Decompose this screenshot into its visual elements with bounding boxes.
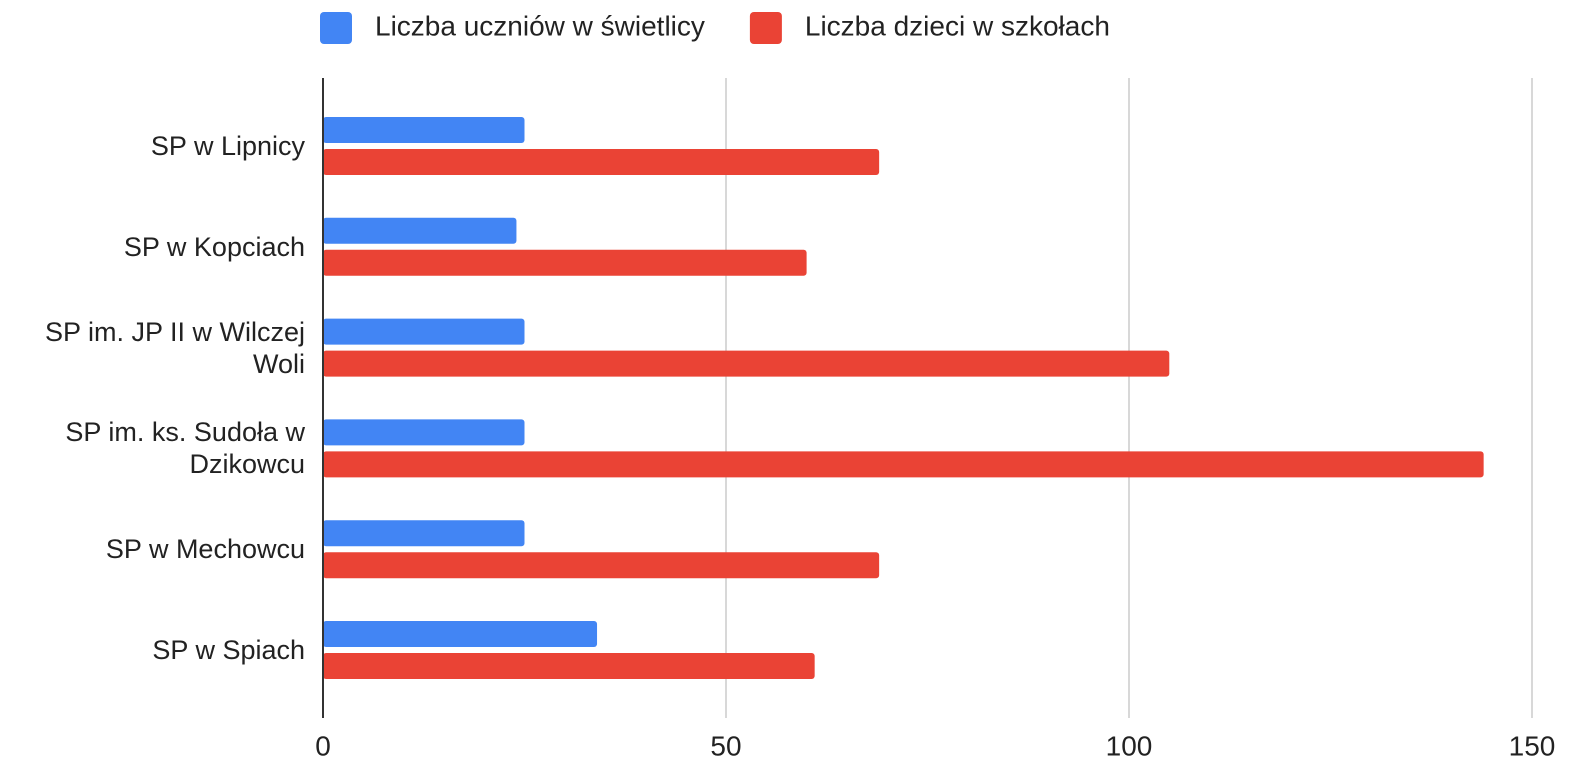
- legend-label: Liczba uczniów w świetlicy: [375, 10, 705, 41]
- bar: [323, 520, 525, 547]
- x-tick-label: 100: [1106, 730, 1153, 761]
- bar: [323, 149, 880, 175]
- y-tick-label: SP w Spiach: [152, 635, 305, 665]
- y-tick-label: SP w Kopciach: [123, 231, 305, 262]
- bar: [323, 653, 815, 679]
- bar: [323, 117, 525, 143]
- y-tick-label: SP w Mechowcu: [105, 534, 305, 565]
- bar: [323, 217, 517, 244]
- y-tick-label: SP im. JP II w Wilczej Woli: [44, 316, 305, 379]
- x-tick-label: 150: [1509, 730, 1556, 761]
- legend-label: Liczba dzieci w szkołach: [805, 10, 1110, 41]
- y-tick-label: SP w Lipnicy: [150, 131, 305, 161]
- bar: [323, 318, 525, 345]
- bar: [323, 621, 598, 647]
- legend-swatch: [320, 12, 352, 44]
- bar: [323, 249, 807, 276]
- bar: [323, 552, 880, 579]
- x-tick-label: 50: [710, 730, 741, 761]
- x-tick-label: 0: [315, 730, 331, 761]
- legend-swatch: [749, 12, 782, 44]
- bar: [323, 419, 525, 446]
- bar: [323, 350, 1170, 377]
- y-tick-label: SP im. ks. Sudoła w Dzikowcu: [65, 417, 305, 480]
- bar: [323, 451, 1484, 478]
